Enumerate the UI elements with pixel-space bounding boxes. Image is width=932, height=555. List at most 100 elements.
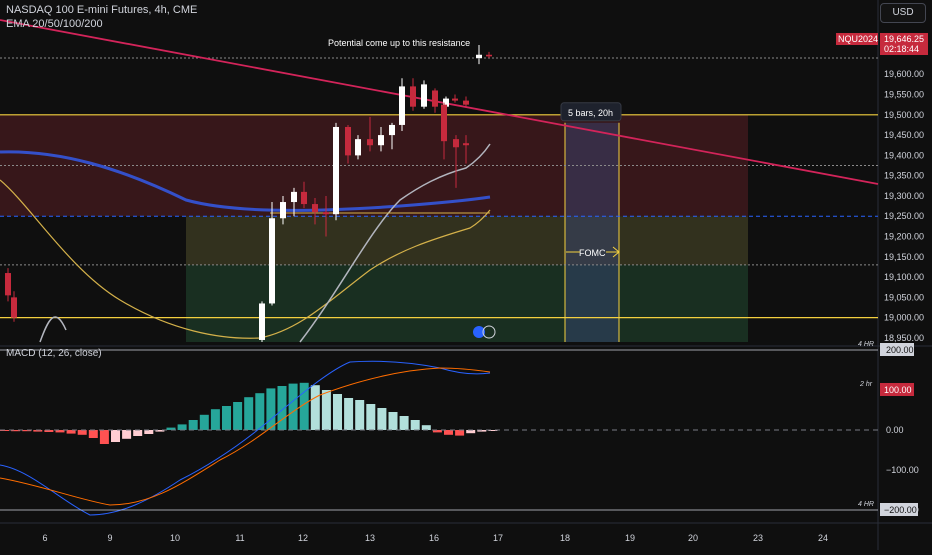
fomc-label: FOMC <box>579 248 606 258</box>
macd-histogram-bar <box>488 430 498 431</box>
x-tick: 18 <box>560 533 570 543</box>
macd-histogram-bar <box>288 383 298 430</box>
x-tick: 13 <box>365 533 375 543</box>
macd-histogram-bar <box>333 394 342 430</box>
macd-histogram-bar <box>432 430 442 433</box>
macd-100-tag-bg <box>880 383 914 396</box>
candle-bear <box>301 191 307 205</box>
signal-line <box>0 367 491 506</box>
macd-histogram-bar <box>233 402 243 430</box>
x-tick: 10 <box>170 533 180 543</box>
macd-100-tag: 100.00 <box>884 385 912 395</box>
candle-bear <box>432 90 438 107</box>
symbol-tag-bg <box>836 33 878 45</box>
candle-bear <box>463 100 469 105</box>
price-badge-bg <box>880 33 928 55</box>
candle-bull <box>399 86 405 125</box>
candle-bear <box>312 204 318 213</box>
macd-histogram-bar <box>133 430 143 436</box>
macd-label: MACD (12, 26, close) <box>6 348 102 359</box>
macd-neg200-tag-bg <box>880 503 918 516</box>
macd-neg200-tag: −200.00 <box>884 505 917 515</box>
macd-histogram-bar <box>366 404 376 430</box>
price-tick: 19,550.00 <box>884 90 924 100</box>
price-tick: 19,100.00 <box>884 272 924 282</box>
candle-bull <box>291 191 297 203</box>
macd-histogram-bar <box>177 424 187 430</box>
lightning-icon <box>482 325 496 339</box>
price-tick: 19,600.00 <box>884 69 924 79</box>
ema100-line <box>0 150 491 212</box>
price-tick: 19,250.00 <box>884 211 924 221</box>
macd-histogram-bar <box>244 397 254 430</box>
replay-icon <box>473 326 485 338</box>
macd-histogram-bar <box>99 430 109 444</box>
price-tick: 19,150.00 <box>884 252 924 262</box>
x-tick: 12 <box>298 533 308 543</box>
price-tick: 19,350.00 <box>884 171 924 181</box>
macd-histogram-bar <box>199 414 209 430</box>
price-tick: 19,300.00 <box>884 191 924 201</box>
candle-bull <box>333 126 339 215</box>
macd-histogram-bar <box>444 430 453 435</box>
price-badge-countdown: 02:18:44 <box>884 44 919 54</box>
price-tick: 18,950.00 <box>884 333 924 343</box>
macd-200-tag-bg <box>880 343 914 356</box>
currency-button[interactable]: USD <box>880 3 926 23</box>
macd-tag-4hr: 4 HR <box>858 341 874 348</box>
macd-histogram-bar <box>421 425 431 430</box>
macd-histogram-bar <box>33 430 43 432</box>
bars-box-bg <box>560 102 622 122</box>
candle-bull <box>389 124 395 136</box>
macd-histogram-bar <box>466 430 476 434</box>
macd-histogram-bar <box>44 430 54 432</box>
fomc-arrow-head <box>606 246 620 258</box>
candle-bear <box>367 139 373 146</box>
macd-histogram-bar <box>66 430 76 434</box>
x-tick: 11 <box>235 533 244 543</box>
price-tick: 19,450.00 <box>884 130 924 140</box>
macd-histogram-bar <box>299 382 309 430</box>
descending-trendline <box>0 19 879 185</box>
macd-histogram-bar <box>144 430 154 434</box>
macd-histogram-bar <box>321 390 331 430</box>
macd-histogram-bar <box>222 406 231 430</box>
macd-histogram-bar <box>22 430 32 432</box>
macd-histogram-bar <box>188 420 198 430</box>
x-tick: 19 <box>625 533 635 543</box>
x-tick: 16 <box>429 533 439 543</box>
macd-line <box>0 360 491 516</box>
macd-histogram-bar <box>88 430 98 438</box>
macd-histogram-bar <box>399 416 409 430</box>
macd-tick: −100.00 <box>886 465 919 475</box>
price-badge-value: 19,646.25 <box>884 34 924 44</box>
candle-bull <box>476 54 482 58</box>
macd-200-tag: 200.00 <box>886 345 914 355</box>
ema50-line <box>0 179 491 339</box>
macd-histogram-bar <box>377 408 387 430</box>
ema-indicator-label: EMA 20/50/100/200 <box>6 18 103 30</box>
macd-tag-2hr: 2 hr <box>859 381 873 388</box>
price-tick: 19,050.00 <box>884 292 924 302</box>
candle-bull <box>269 218 275 304</box>
candle-bull <box>443 98 449 107</box>
macd-histogram-bar <box>388 412 398 430</box>
resistance-note: Potential come up to this resistance <box>328 38 470 48</box>
candle-bear <box>410 86 416 107</box>
x-tick: 6 <box>42 533 47 543</box>
x-tick: 9 <box>107 533 112 543</box>
candle-bear <box>441 104 447 142</box>
macd-histogram-bar <box>77 430 87 435</box>
candle-bear <box>5 273 11 296</box>
ema20-line-left <box>39 316 67 343</box>
price-tick: 19,200.00 <box>884 232 924 242</box>
macd-histogram-bar <box>11 430 21 432</box>
macd-histogram-bar <box>266 388 276 430</box>
candle-bear <box>11 297 17 318</box>
macd-histogram-bar <box>166 427 176 430</box>
price-tick: 19,000.00 <box>884 313 924 323</box>
symbol-tag: NQU2024 <box>838 34 878 44</box>
x-tick: 17 <box>493 533 503 543</box>
